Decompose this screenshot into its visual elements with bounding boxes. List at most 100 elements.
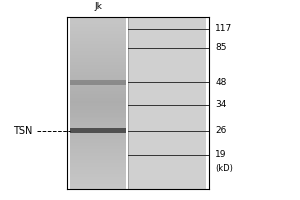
Bar (70, 149, 126, 151)
Bar (70, 69, 126, 70)
Bar (70, 34, 126, 36)
Bar (70, 19, 126, 20)
Bar (70, 122, 126, 124)
Bar (70, 91, 126, 93)
Bar (70, 175, 126, 177)
Bar (70, 62, 126, 63)
Bar (70, 80, 126, 85)
Text: Jk: Jk (94, 2, 102, 11)
Bar (70, 56, 126, 58)
Bar (70, 180, 126, 182)
Bar (70, 124, 126, 125)
Bar (70, 36, 126, 38)
Bar (70, 44, 126, 46)
Bar (70, 94, 126, 96)
Bar (70, 79, 126, 81)
Bar (70, 160, 126, 161)
Bar (70, 155, 126, 156)
Bar (70, 163, 126, 165)
Bar (70, 87, 126, 89)
Bar (70, 158, 126, 160)
Bar (70, 117, 126, 118)
Bar (70, 108, 126, 110)
Bar (70, 55, 126, 56)
Bar (70, 134, 126, 136)
Bar (70, 182, 126, 184)
Bar (70, 63, 126, 65)
Text: 19: 19 (215, 150, 227, 159)
Bar (70, 110, 126, 112)
Bar (70, 129, 126, 131)
Bar (70, 105, 126, 106)
Bar (70, 177, 126, 179)
Text: 34: 34 (215, 100, 227, 109)
Bar (70, 186, 126, 187)
Bar (70, 22, 126, 24)
Bar (70, 32, 126, 34)
Bar (70, 165, 126, 167)
Bar (70, 146, 126, 148)
Bar (70, 38, 126, 39)
Bar (70, 141, 126, 143)
Bar (70, 187, 126, 189)
Bar (70, 139, 126, 141)
Bar (70, 31, 126, 32)
Bar (70, 170, 126, 172)
Bar (70, 89, 126, 91)
Bar (70, 184, 126, 186)
Bar (70, 41, 126, 43)
Bar (70, 25, 126, 27)
Bar (70, 179, 126, 180)
Bar (70, 43, 126, 44)
Bar (70, 86, 126, 87)
Bar (70, 100, 126, 101)
Bar (70, 24, 126, 25)
Bar (70, 174, 126, 175)
Bar (70, 51, 126, 53)
Bar (70, 131, 126, 132)
Bar (128, 17, 206, 189)
Bar (70, 60, 126, 62)
Bar (70, 65, 126, 67)
Bar (70, 167, 126, 168)
Bar (70, 67, 126, 69)
Bar (70, 106, 126, 108)
Bar (70, 125, 126, 127)
Bar (70, 70, 126, 72)
Bar (70, 120, 126, 122)
Bar (70, 93, 126, 94)
Bar (70, 172, 126, 174)
Bar (70, 136, 126, 137)
Bar (70, 58, 126, 60)
Bar (70, 77, 126, 79)
Bar (70, 143, 126, 144)
Bar (70, 50, 126, 51)
Bar (70, 75, 126, 77)
Bar (70, 82, 126, 84)
Bar (70, 115, 126, 117)
Bar (70, 46, 126, 48)
Bar (70, 74, 126, 75)
Bar (70, 144, 126, 146)
Bar (70, 168, 126, 170)
Bar (70, 27, 126, 29)
Bar (70, 153, 126, 155)
Bar (70, 132, 126, 134)
Bar (70, 113, 126, 115)
Bar (70, 81, 126, 82)
Bar (70, 112, 126, 113)
Bar (70, 103, 126, 105)
Text: (kD): (kD) (215, 164, 233, 173)
Text: 117: 117 (215, 24, 232, 33)
Bar (70, 128, 126, 133)
Bar (70, 29, 126, 31)
Text: 85: 85 (215, 43, 227, 52)
Bar (70, 39, 126, 41)
Text: TSN: TSN (13, 126, 33, 136)
Bar (70, 72, 126, 74)
Bar (70, 118, 126, 120)
Bar (70, 53, 126, 55)
Bar (70, 101, 126, 103)
Bar (70, 137, 126, 139)
Bar (70, 20, 126, 22)
